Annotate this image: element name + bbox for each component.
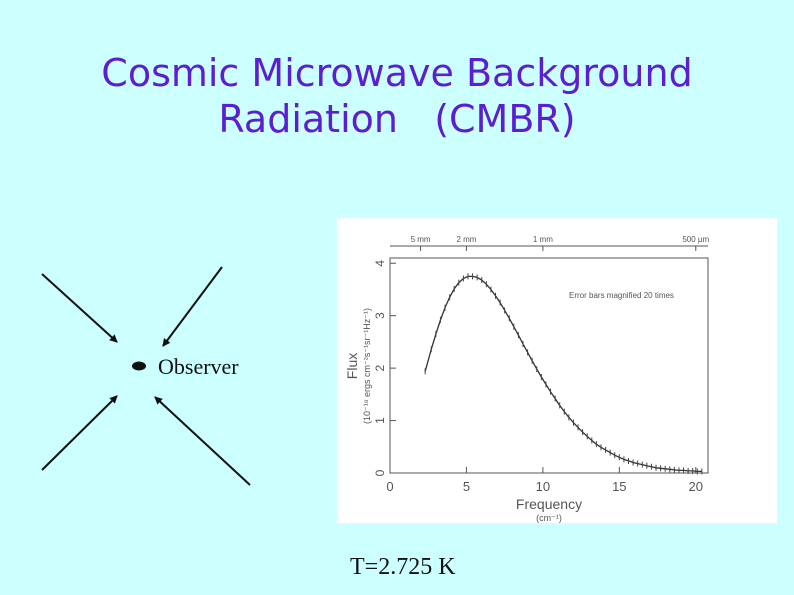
cmbr-spectrum-plot: 5 mm 2 mm 1 mm 500 µm 0 5 10 15 20 0 1 2 3 4 Error … (337, 218, 777, 523)
slide-title-line-1: Cosmic Microwave Background (101, 51, 693, 95)
x-axis-label: Frequency (516, 496, 582, 512)
x-tick-label: 20 (689, 479, 703, 494)
top-tick-label: 500 µm (682, 235, 709, 244)
y-tick-label: 0 (373, 469, 387, 476)
observer-label: Observer (158, 354, 239, 379)
chart-annotation: Error bars magnified 20 times (569, 291, 674, 300)
y-axis-ticks: 0 1 2 3 4 (373, 260, 396, 476)
arrow-top-right (162, 266, 223, 347)
top-axis-ticks: 5 mm 2 mm 1 mm 500 µm (411, 235, 710, 251)
y-axis-label: Flux (344, 353, 360, 379)
temperature-caption: T=2.725 K (350, 554, 456, 580)
y-tick-label: 2 (373, 364, 387, 371)
y-tick-label: 4 (373, 260, 387, 267)
observer-dot (132, 361, 146, 371)
top-tick-label: 5 mm (411, 235, 431, 244)
series-flux-line (424, 275, 702, 473)
top-tick-label: 1 mm (533, 235, 553, 244)
arrow-bottom-right (154, 396, 251, 486)
arrow-top-left (41, 273, 118, 343)
x-tick-label: 0 (386, 479, 393, 494)
x-tick-label: 15 (612, 479, 626, 494)
chart-svg: 5 mm 2 mm 1 mm 500 µm 0 5 10 15 20 0 1 2 3 4 Error … (344, 235, 710, 523)
x-tick-label: 5 (463, 479, 470, 494)
plot-frame (389, 257, 709, 474)
slide-title-line-2: Radiation (CMBR) (218, 97, 576, 141)
x-tick-label: 10 (536, 479, 550, 494)
slide-title: Cosmic Microwave Background Radiation (C… (0, 50, 794, 142)
top-tick-label: 2 mm (456, 235, 476, 244)
y-tick-label: 1 (373, 417, 387, 424)
x-axis-unit: (cm⁻¹) (536, 513, 562, 523)
y-tick-label: 3 (373, 312, 387, 319)
y-axis-unit: (10⁻¹⁸ ergs cm⁻²s⁻¹sr⁻¹Hz⁻¹) (362, 308, 372, 424)
series-points (424, 273, 703, 475)
arrow-bottom-left (41, 395, 118, 471)
x-axis-ticks: 0 5 10 15 20 (386, 467, 703, 494)
